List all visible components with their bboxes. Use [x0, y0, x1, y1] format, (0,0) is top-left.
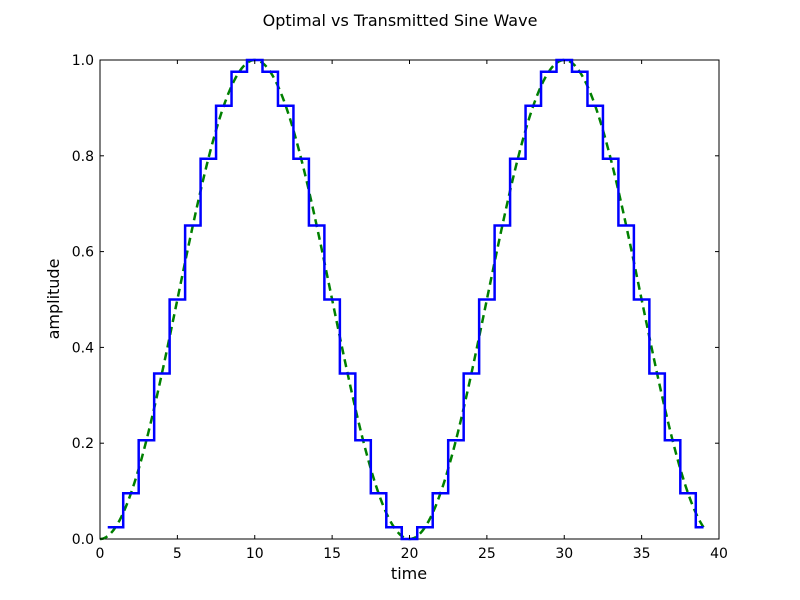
- y-axis-label: amplitude: [44, 259, 63, 340]
- ticks-layer: 0 5 10 15 20 25 30 35 40 0.0 0.2 0.4 0.6 0.8 1.0: [72, 53, 728, 562]
- x-tick-label: 25: [478, 546, 496, 562]
- y-tick-label: 0.8: [72, 149, 94, 165]
- x-tick-label: 15: [323, 546, 341, 562]
- x-tick-label: 10: [246, 546, 264, 562]
- chart-title: Optimal vs Transmitted Sine Wave: [263, 11, 538, 30]
- plot-area: 0 5 10 15 20 25 30 35 40 0.0 0.2 0.4 0.6 0.8 1.0: [72, 53, 728, 562]
- x-axis-label: time: [391, 564, 427, 583]
- x-tick-label: 20: [401, 546, 419, 562]
- y-tick-label: 0.2: [72, 436, 94, 452]
- x-tick-label: 30: [555, 546, 573, 562]
- x-tick-label: 35: [633, 546, 651, 562]
- y-tick-label: 0.6: [72, 245, 94, 261]
- y-tick-label: 0.0: [72, 532, 94, 548]
- y-tick-label: 0.4: [72, 340, 94, 356]
- x-tick-label: 5: [173, 546, 182, 562]
- x-tick-label: 0: [96, 546, 105, 562]
- x-tick-label: 40: [710, 546, 728, 562]
- y-tick-label: 1.0: [72, 53, 94, 69]
